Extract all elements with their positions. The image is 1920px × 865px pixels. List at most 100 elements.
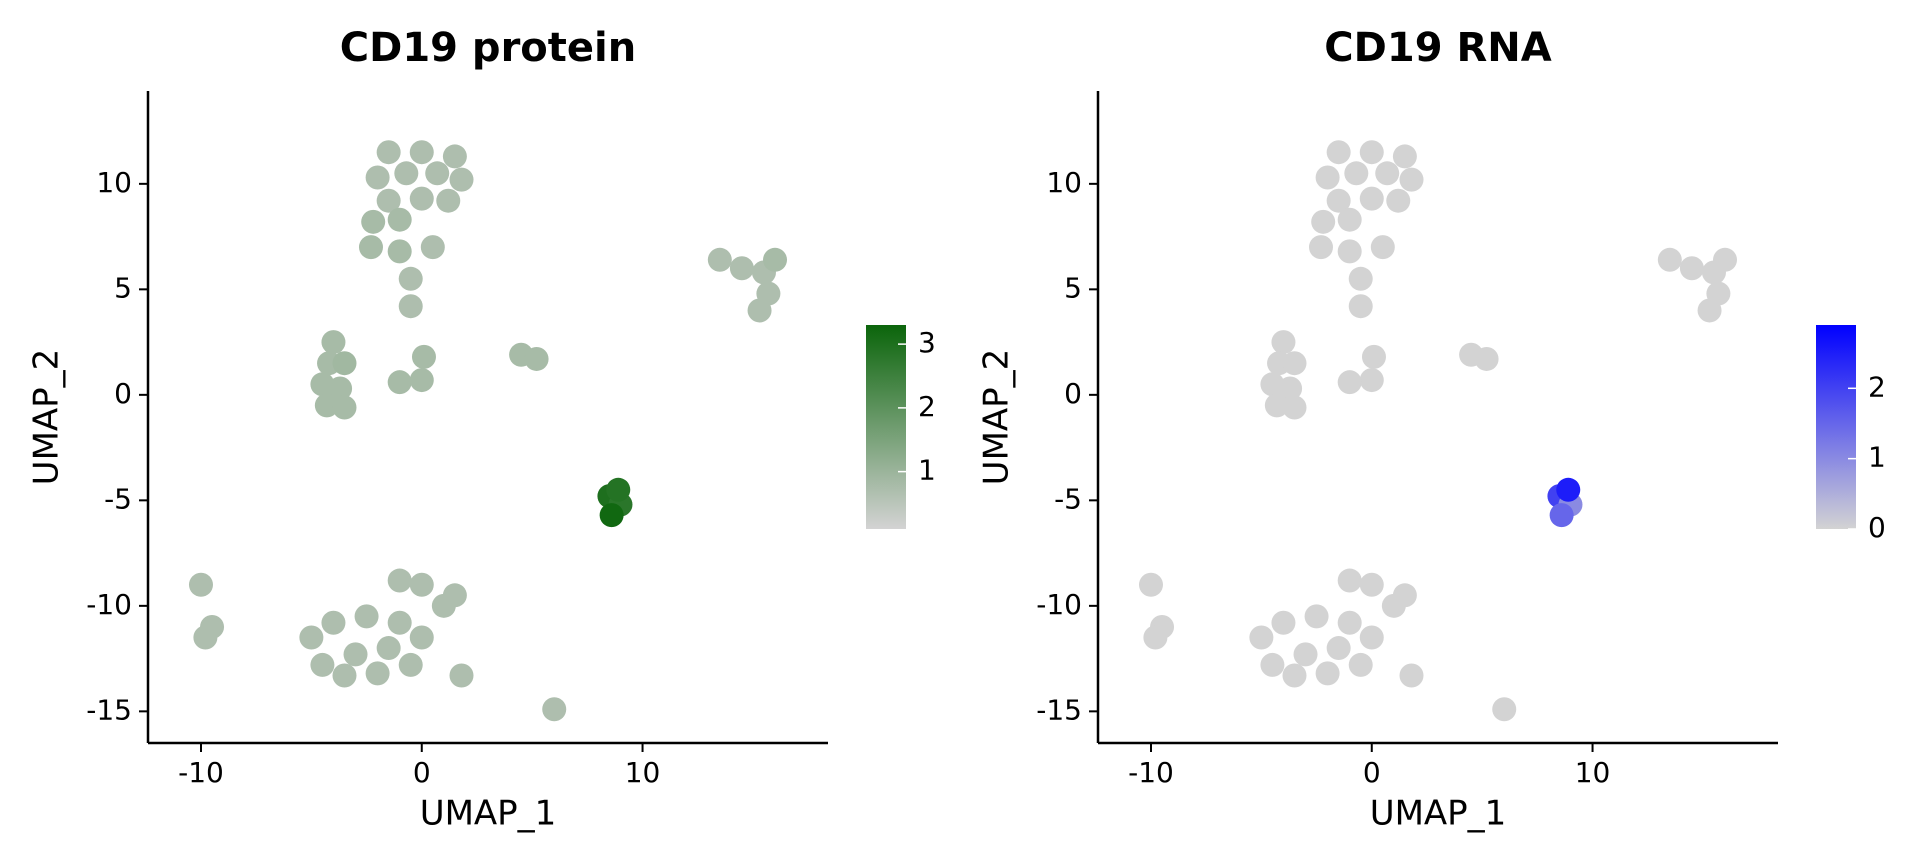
- cell-point: [188, 572, 213, 597]
- colorbar: [866, 325, 906, 529]
- cell-point: [1337, 207, 1362, 232]
- cell-point: [310, 652, 335, 677]
- cell-point: [409, 368, 434, 393]
- cell-point: [1293, 642, 1318, 667]
- y-tick-label: 5: [114, 271, 132, 304]
- cell-point: [1308, 235, 1333, 260]
- cell-point: [420, 235, 445, 260]
- cell-point: [354, 604, 379, 629]
- cell-point: [1138, 572, 1163, 597]
- cell-point: [1315, 661, 1340, 686]
- cell-point: [606, 477, 631, 502]
- y-tick-label: 10: [96, 166, 132, 199]
- cell-point: [1679, 256, 1704, 281]
- x-axis-label: UMAP_1: [1370, 794, 1507, 834]
- cell-point: [1359, 368, 1384, 393]
- cell-point: [387, 239, 412, 264]
- cell-point: [411, 344, 436, 369]
- cell-point: [1143, 625, 1168, 650]
- cell-point: [1271, 610, 1296, 635]
- cell-point: [387, 568, 412, 593]
- cell-point: [1337, 239, 1362, 264]
- cell-point: [1282, 395, 1307, 420]
- cell-point: [332, 395, 357, 420]
- y-tick-label: 0: [114, 377, 132, 410]
- y-axis-label: UMAP_2: [977, 349, 1017, 486]
- cell-point: [1282, 663, 1307, 688]
- cell-point: [1359, 186, 1384, 211]
- y-tick-label: -5: [104, 482, 132, 515]
- x-tick-label: 10: [625, 756, 661, 789]
- cell-point: [358, 235, 383, 260]
- cell-point: [398, 266, 423, 291]
- cell-point: [1474, 346, 1499, 371]
- y-tick-label: -10: [86, 588, 132, 621]
- cell-point: [343, 642, 368, 667]
- cell-point: [409, 625, 434, 650]
- cell-point: [1264, 393, 1289, 418]
- cell-point: [1549, 503, 1574, 528]
- cell-point: [361, 209, 386, 234]
- cell-point: [1282, 351, 1307, 376]
- cell-point: [394, 161, 419, 186]
- cell-point: [599, 503, 624, 528]
- y-axis-label: UMAP_2: [27, 349, 67, 486]
- cell-point: [747, 298, 772, 323]
- cell-point: [376, 188, 401, 213]
- cell-point: [1556, 477, 1581, 502]
- x-tick-label: 0: [413, 756, 431, 789]
- y-tick-label: -15: [1036, 693, 1082, 726]
- cell-point: [442, 144, 467, 169]
- cell-point: [1492, 697, 1517, 722]
- cell-point: [1278, 376, 1303, 401]
- colorbar-tick-label: 1: [1868, 441, 1886, 474]
- cell-point: [1348, 266, 1373, 291]
- cell-point: [763, 247, 788, 272]
- cell-point: [1337, 610, 1362, 635]
- cell-point: [442, 583, 467, 608]
- x-axis-label: UMAP_1: [420, 794, 557, 834]
- cell-point: [1657, 247, 1682, 272]
- cell-point: [1304, 604, 1329, 629]
- cell-point: [1399, 663, 1424, 688]
- cell-point: [1271, 330, 1296, 355]
- colorbar: [1816, 325, 1856, 529]
- cell-point: [1359, 572, 1384, 597]
- chart-title: CD19 protein: [340, 25, 636, 71]
- cell-point: [1713, 247, 1738, 272]
- cell-point: [1249, 625, 1274, 650]
- colorbar-tick-label: 2: [1868, 370, 1886, 403]
- cell-point: [321, 330, 346, 355]
- cell-point: [409, 572, 434, 597]
- cell-point: [707, 247, 732, 272]
- cell-point: [1337, 568, 1362, 593]
- cell-point: [398, 294, 423, 319]
- cell-point: [449, 167, 474, 192]
- cell-point: [1359, 625, 1384, 650]
- cell-point: [436, 188, 461, 213]
- x-tick-label: -10: [1128, 756, 1174, 789]
- cell-point: [1375, 161, 1400, 186]
- x-tick-label: -10: [178, 756, 224, 789]
- cell-point: [1392, 583, 1417, 608]
- cell-point: [524, 346, 549, 371]
- cell-point: [1337, 370, 1362, 395]
- colorbar-tick-label: 3: [918, 326, 936, 359]
- y-tick-label: -15: [86, 693, 132, 726]
- cell-point: [1326, 188, 1351, 213]
- cell-point: [1386, 188, 1411, 213]
- cell-point: [1359, 140, 1384, 165]
- cell-point: [425, 161, 450, 186]
- cell-point: [1326, 636, 1351, 661]
- cell-point: [387, 610, 412, 635]
- colorbar-tick-label: 2: [918, 390, 936, 423]
- colorbar-tick-label: 1: [918, 454, 936, 487]
- cell-point: [1348, 294, 1373, 319]
- cell-point: [376, 140, 401, 165]
- cell-point: [365, 165, 390, 190]
- cell-point: [398, 652, 423, 677]
- y-tick-label: 0: [1064, 377, 1082, 410]
- cell-point: [729, 256, 754, 281]
- cell-point: [1311, 209, 1336, 234]
